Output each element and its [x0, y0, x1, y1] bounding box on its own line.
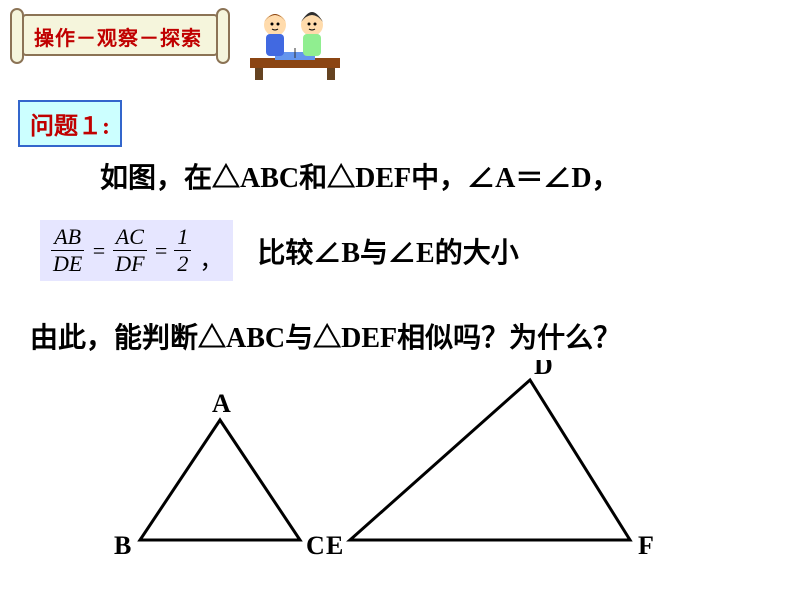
denominator: DE	[50, 251, 85, 275]
equals-sign: =	[154, 238, 169, 264]
denominator: DF	[112, 251, 147, 275]
ratio-equation: AB DE = AC DF = 1 2 ，	[40, 220, 233, 281]
question-label: 问题１:	[18, 100, 122, 147]
vertex-label-a: A	[212, 389, 231, 418]
vertex-label-f: F	[638, 531, 654, 560]
comma: ，	[199, 240, 223, 275]
problem-line-1: 如图，在△ABC和△DEF中，∠A＝∠D，	[100, 156, 620, 196]
scroll-banner: 操作－观察－探索	[10, 8, 230, 64]
numerator: AB	[51, 226, 84, 251]
vertex-label-d: D	[534, 360, 553, 380]
vertex-label-b: B	[114, 531, 131, 560]
vertex-label-c: C	[306, 531, 325, 560]
fraction-ac-df: AC DF	[112, 226, 147, 275]
equals-sign: =	[91, 238, 106, 264]
fraction-one-half: 1 2	[174, 226, 191, 275]
triangles-diagram: A B C D E F	[100, 360, 700, 585]
vertex-label-e: E	[326, 531, 343, 560]
triangle	[140, 420, 300, 540]
students-clipart	[240, 0, 350, 80]
fraction-ab-de: AB DE	[50, 226, 85, 275]
triangle	[350, 380, 630, 540]
banner-text: 操作－观察－探索	[34, 22, 202, 51]
numerator: 1	[174, 226, 191, 251]
numerator: AC	[113, 226, 147, 251]
scroll-roll-right	[216, 8, 230, 64]
scroll-roll-left	[10, 8, 24, 64]
problem-line-3: 由此，能判断△ABC与△DEF相似吗？为什么？	[30, 316, 621, 356]
denominator: 2	[174, 251, 191, 275]
equation-row: AB DE = AC DF = 1 2 ， 比较∠B与∠E的大小	[40, 220, 519, 281]
compare-text: 比较∠B与∠E的大小	[257, 231, 518, 271]
